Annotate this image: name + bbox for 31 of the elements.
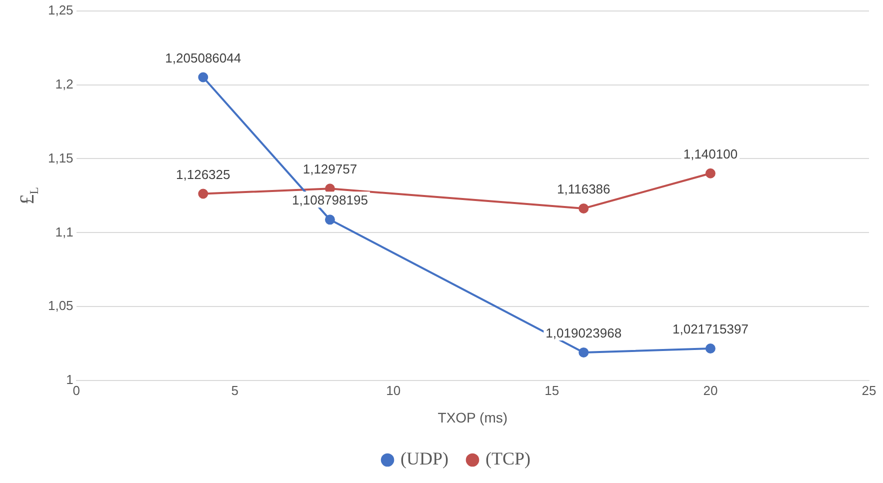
y-tick-label: 1,2 (55, 76, 74, 92)
data-label: 1,116386 (556, 182, 610, 197)
data-label: 1,021715397 (672, 322, 748, 337)
data-label: 1,126325 (176, 166, 230, 182)
x-tick-label: 5 (231, 382, 238, 398)
point (578, 347, 589, 358)
y-axis-title: £L (16, 187, 42, 204)
y-tick-label: 1,05 (48, 298, 74, 314)
y-tick-label: 1,15 (48, 150, 74, 166)
point (705, 343, 716, 354)
point (705, 168, 716, 178)
legend-label: (UDP) (400, 448, 449, 469)
point (198, 72, 208, 82)
legend-label: (TCP) (486, 448, 531, 469)
data-label: 1,140100 (683, 146, 738, 162)
y-tick-label: 1 (66, 372, 74, 388)
data-label: 1,019023968 (546, 326, 622, 341)
x-tick-label: 0 (72, 382, 80, 398)
x-tick-label: 20 (703, 382, 718, 398)
y-tick-label: 1,25 (48, 2, 74, 18)
x-tick-label: 25 (862, 382, 876, 398)
point (578, 203, 589, 214)
x-tick-label: 10 (386, 382, 401, 398)
data-label: 1,108798195 (292, 192, 368, 208)
data-label: 1,205086044 (165, 50, 242, 66)
point (324, 214, 335, 225)
point (198, 188, 208, 199)
x-axis-title: TXOP (ms) (438, 409, 508, 426)
x-tick-label: 15 (544, 382, 560, 398)
y-tick-label: 1,1 (55, 224, 74, 240)
data-label: 1,129757 (302, 162, 358, 177)
